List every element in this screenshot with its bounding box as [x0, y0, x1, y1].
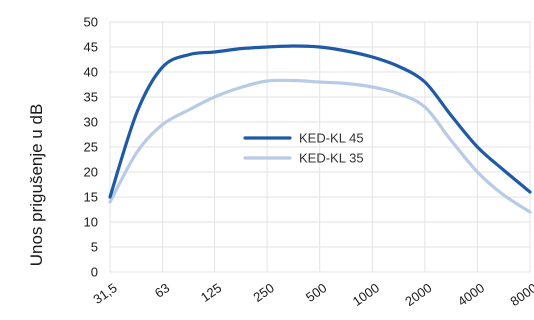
y-tick-label: 5 [91, 240, 98, 255]
x-tick-label: 500 [303, 280, 329, 305]
x-tick-label: 125 [198, 280, 224, 305]
y-tick-label: 35 [84, 90, 98, 105]
x-tick-labels: 31,5 63 125 250 500 1000 2000 4000 8000 [90, 280, 534, 309]
y-tick-labels: 0 5 10 15 20 25 30 35 40 45 50 [84, 15, 98, 280]
legend-label: KED-KL 45 [299, 131, 364, 146]
series-line-1 [108, 44, 532, 199]
legend-label: KED-KL 35 [299, 151, 364, 166]
legend: KED-KL 45 KED-KL 35 [243, 131, 364, 166]
y-tick-label: 10 [84, 215, 98, 230]
x-tick-label: 250 [250, 280, 276, 305]
grid [109, 21, 531, 273]
y-tick-label: 25 [84, 140, 98, 155]
y-tick-label: 30 [84, 115, 98, 130]
y-tick-label: 50 [84, 15, 98, 30]
y-tick-label: 15 [84, 190, 98, 205]
y-tick-label: 0 [91, 265, 98, 280]
series-lines [108, 44, 532, 214]
x-tick-label: 2000 [402, 280, 434, 309]
x-tick-label: 31,5 [90, 280, 119, 307]
series-line-2 [108, 78, 532, 214]
y-tick-label: 40 [84, 65, 98, 80]
x-tick-label: 8000 [507, 280, 534, 309]
y-tick-label: 45 [84, 40, 98, 55]
x-tick-label: 1000 [350, 280, 382, 309]
y-tick-label: 20 [84, 165, 98, 180]
x-tick-label: 4000 [455, 280, 487, 309]
y-axis-label: Unos prigušenje u dB [27, 104, 46, 267]
x-tick-label: 63 [152, 280, 172, 301]
